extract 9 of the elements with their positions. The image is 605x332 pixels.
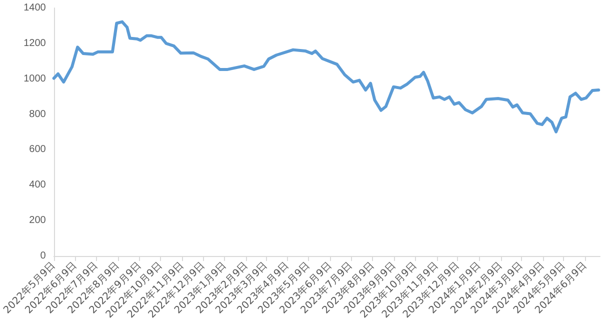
line-series [52,20,600,134]
y-tick-label: 1200 [24,38,46,49]
y-tick-label: 1000 [24,73,46,84]
y-tick-label: 200 [29,215,46,226]
y-tick-label: 0 [40,250,46,262]
y-tick-label: 800 [29,108,46,120]
y-tick-label: 400 [29,180,46,191]
y-tick-label: 600 [29,144,46,156]
y-tick-label: 1400 [24,2,46,14]
